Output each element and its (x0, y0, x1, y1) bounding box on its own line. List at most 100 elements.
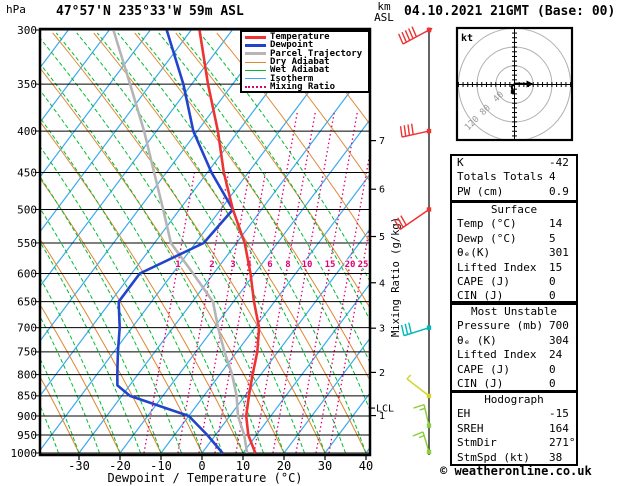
table-row-label: θₑ(K) (457, 246, 491, 260)
chart-background (41, 30, 369, 454)
legend-label: Temperature (270, 32, 330, 43)
km-tick-label: 5 (379, 232, 385, 243)
table-row-label: EH (457, 407, 471, 421)
mixing-ratio-label: 15 (325, 260, 336, 270)
pressure-tick-label: 600 (17, 267, 37, 280)
temp-tick-label: 40 (359, 459, 373, 473)
pressure-tick-label: 300 (17, 24, 37, 37)
mixing-ratio-labels: 1 2 3 4 6 8 10 15 20 25 (174, 259, 369, 271)
table-row-label: PW (cm) (457, 184, 504, 198)
legend-label: Dewpoint (270, 40, 314, 51)
mixing-ratio-label: 2 (209, 260, 214, 270)
pressure-tick-label: 650 (17, 295, 37, 308)
wind-barb (412, 431, 432, 455)
wind-barb (406, 374, 432, 399)
wet-adiabat-lines (41, 32, 369, 454)
wind-barb (413, 403, 432, 428)
pressure-tick-label: 1000 (11, 447, 38, 460)
table-row-value: 0 (549, 289, 556, 303)
temp-tick-label: 10 (236, 459, 250, 473)
pressure-tick-label: 950 (17, 429, 37, 442)
table-row-label: Lifted Index (457, 260, 537, 274)
table-row-value: 301 (549, 246, 569, 260)
table-row-value: 15 (549, 260, 563, 274)
asl-unit: ASL (374, 11, 394, 24)
pressure-tick-label: 800 (17, 368, 37, 381)
pressure-tick-label: 850 (17, 390, 37, 403)
altitude-axis-unit: km ASL (370, 1, 398, 23)
x-axis-title: Dewpoint / Temperature (°C) (107, 471, 302, 485)
valid-datetime: 04.10.2021 21GMT (Base: 00) (404, 4, 616, 19)
table-row-value: -15 (549, 407, 569, 421)
table-row-label: Totals Totals (457, 170, 544, 184)
chart-frame (38, 27, 372, 457)
table-row-value: 0 (549, 362, 556, 376)
table-row: CAPE (J) 0 (452, 363, 576, 377)
temp-tick-label: 20 (277, 459, 291, 473)
stats-table-most-unstable: Most Unstable Pressure (mb) 700 θₑ (K) 304 Li… (450, 303, 578, 392)
table-row: CIN (J) 0 (452, 377, 576, 391)
table-row-label: Temp (°C) (457, 217, 517, 231)
chart-legend: Temperature Dewpoint Parcel Trajectory Dry … (240, 30, 370, 93)
temperature-trace (198, 30, 261, 454)
km-tick-label: 7 (379, 136, 385, 147)
mixing-ratio-label: 3 (230, 260, 235, 270)
km-tick-label: 1 (379, 411, 385, 422)
station-title: 47°57'N 235°33'W 59m ASL (56, 4, 244, 19)
table-row-label: K (457, 156, 464, 169)
table-row: Dewp (°C) 5 (452, 232, 576, 246)
table-row: StmDir 271° (452, 436, 576, 450)
km-tick-label: 3 (379, 324, 385, 335)
table-row-label: SREH (457, 421, 484, 435)
legend-swatch-parcel-trajectory (245, 52, 266, 56)
pressure-tick-label: 400 (17, 125, 37, 138)
table-row: Pressure (mb) 700 (452, 319, 576, 333)
table-row-value: 0.9 (549, 184, 569, 198)
table-row: CAPE (J) 0 (452, 275, 576, 289)
pressure-axis-unit: hPa (6, 3, 26, 16)
table-row-label: Lifted Index (457, 348, 537, 362)
hodograph-arrowhead (526, 80, 534, 88)
table-row: SREH 164 (452, 422, 576, 436)
table-row-value: 304 (549, 333, 569, 347)
temp-tick-label: -10 (150, 459, 172, 473)
pressure-tick-label: 700 (17, 321, 37, 334)
temp-tick-label: -30 (68, 459, 90, 473)
table-row: θₑ (K) 304 (452, 334, 576, 348)
legend-label: Parcel Trajectory (270, 48, 363, 59)
mixing-ratio-axis-title: Mixing Ratio (g/kg) (390, 217, 402, 337)
km-tick-label: 4 (379, 278, 385, 289)
pressure-tick-label: 350 (17, 78, 37, 91)
table-row-label: CIN (J) (457, 376, 504, 390)
temp-tick-label: 0 (198, 459, 205, 473)
hodograph-trace (510, 82, 529, 93)
legend-swatch-temperature (245, 35, 266, 39)
table-row: Totals Totals 4 (452, 170, 576, 184)
table-title: Surface (490, 203, 538, 216)
wind-barb (400, 322, 432, 337)
wind-barb (399, 123, 432, 138)
stats-table-surface: Surface Temp (°C) 14 Dewp (°C) 5 θₑ(K) 301 Lift… (450, 201, 578, 303)
table-row-value: 5 (549, 231, 556, 245)
table-row-value: 0 (549, 274, 556, 288)
table-row-value: -42 (549, 156, 569, 169)
pressure-tick-label: 900 (17, 410, 37, 423)
legend-item: Mixing Ratio (245, 82, 368, 91)
legend-label: Isotherm (270, 73, 314, 84)
table-row-label: CIN (J) (457, 289, 504, 303)
lcl-label: LCL (376, 404, 394, 415)
km-tick-label: 2 (379, 368, 385, 379)
table-row-label: θₑ (K) (457, 333, 497, 347)
wind-barb (398, 26, 433, 45)
legend-item: Parcel Trajectory (245, 48, 368, 59)
wind-barb (393, 207, 432, 231)
mixing-ratio-label: 6 (267, 260, 272, 270)
temperature-axis: -30 -20 -10 0 10 20 30 40 Dewpoint / Temperature… (68, 455, 373, 485)
table-row: Lifted Index 15 (452, 261, 576, 275)
pressure-tick-label: 500 (17, 203, 37, 216)
legend-item: Temperature (245, 32, 368, 43)
credit-text: © weatheronline.co.uk (440, 464, 592, 478)
table-row-value: 14 (549, 217, 563, 231)
